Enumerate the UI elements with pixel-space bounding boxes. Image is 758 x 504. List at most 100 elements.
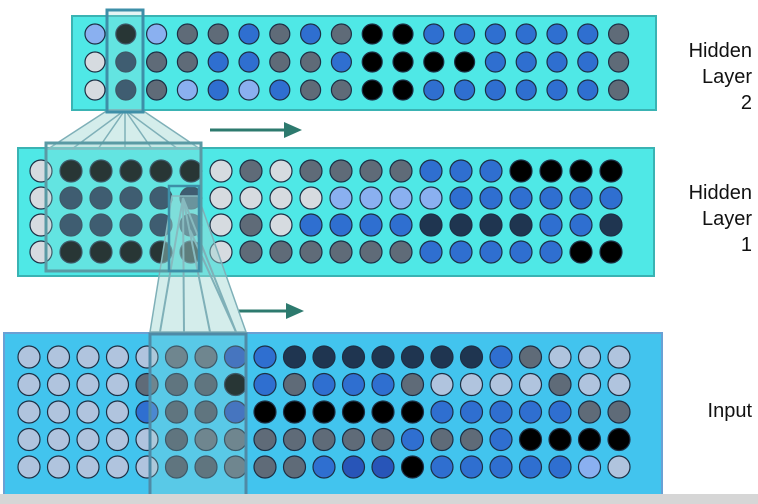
hidden1-neuron	[89, 213, 113, 237]
input-layer-label: Input	[708, 398, 752, 424]
hidden1-neuron	[89, 186, 113, 210]
input-neuron	[577, 345, 602, 369]
input-neuron	[105, 427, 130, 452]
hidden2-neuron	[84, 51, 106, 73]
input-neuron	[430, 455, 454, 479]
input-neuron	[548, 427, 572, 452]
input-neuron	[253, 400, 277, 424]
hidden1-neuron	[269, 213, 293, 237]
hidden1-neuron	[59, 240, 83, 264]
hidden1-neuron	[269, 159, 293, 183]
hidden1-neuron	[419, 186, 443, 210]
hidden-layer-2-label: Hidden Layer 2	[689, 38, 752, 116]
hidden2-neuron	[207, 51, 229, 73]
input-neuron	[459, 345, 484, 369]
input-neuron	[312, 372, 336, 397]
hidden2-neuron	[115, 51, 137, 73]
input-neuron	[577, 427, 602, 452]
input-neuron	[282, 400, 307, 424]
input-neuron	[76, 455, 100, 479]
input-neuron	[607, 427, 631, 452]
hidden1-neuron	[329, 186, 353, 210]
input-neuron	[371, 345, 395, 369]
hidden1-neuron	[599, 213, 623, 237]
input-neuron	[253, 345, 277, 369]
receptive-field-lines-lower	[159, 197, 237, 333]
hidden2-neuron	[300, 79, 322, 101]
hidden1-neuron	[239, 186, 263, 210]
input-neuron	[194, 345, 218, 369]
hidden1-neuron	[599, 186, 623, 210]
hidden1-neuron	[329, 213, 353, 237]
input-neuron	[282, 345, 307, 369]
hidden2-neuron	[176, 23, 198, 45]
input-layer-neurons	[17, 345, 631, 479]
hidden1-neuron	[359, 240, 383, 264]
hidden2-neuron	[207, 23, 229, 45]
input-layer-window-frame	[148, 332, 248, 501]
hidden2-neuron	[515, 51, 537, 73]
input-neuron	[459, 455, 484, 479]
input-neuron	[371, 455, 395, 479]
hidden2-neuron	[330, 79, 352, 101]
hidden2-neuron	[577, 23, 599, 45]
hidden2-neuron	[577, 51, 599, 73]
input-neuron	[164, 372, 189, 397]
hidden1-neuron	[569, 213, 593, 237]
hidden2-neuron	[361, 23, 383, 45]
input-neuron	[341, 400, 366, 424]
input-neuron	[577, 455, 602, 479]
hidden1-neuron	[419, 159, 443, 183]
hidden1-neuron	[599, 159, 623, 183]
hidden1-neuron	[539, 213, 563, 237]
hidden1-neuron	[209, 186, 233, 210]
input-neuron	[105, 372, 130, 397]
input-neuron	[489, 427, 513, 452]
input-neuron	[430, 400, 454, 424]
input-neuron	[607, 372, 631, 397]
input-neuron	[518, 372, 543, 397]
hidden2-neuron	[607, 23, 630, 45]
input-neuron	[17, 427, 41, 452]
hidden2-neuron	[269, 23, 291, 45]
hidden2-neuron	[115, 79, 137, 101]
hidden2-neuron	[515, 23, 537, 45]
hidden2-neuron	[115, 23, 137, 45]
input-neuron	[105, 455, 130, 479]
hidden1-neuron	[419, 240, 443, 264]
hidden1-neuron	[389, 213, 413, 237]
input-neuron	[194, 372, 218, 397]
input-neuron	[341, 372, 366, 397]
hidden2-neuron	[176, 51, 198, 73]
hidden1-neuron	[569, 186, 593, 210]
input-neuron	[76, 345, 100, 369]
input-neuron	[46, 427, 71, 452]
input-neuron	[253, 372, 277, 397]
input-neuron	[518, 345, 543, 369]
hidden1-neuron	[359, 213, 383, 237]
hidden2-neuron	[546, 79, 568, 101]
hidden1-neuron	[449, 186, 473, 210]
hidden2-neuron	[238, 51, 260, 73]
input-neuron	[194, 455, 218, 479]
hidden2-neuron	[454, 23, 476, 45]
input-neuron	[312, 427, 336, 452]
input-neuron	[135, 400, 159, 424]
hidden1-neuron	[119, 213, 143, 237]
hidden-layer-1-label-line-1: Hidden	[688, 182, 752, 204]
input-neuron	[282, 372, 307, 397]
hidden1-neuron	[209, 213, 233, 237]
hidden1-neuron	[389, 240, 413, 264]
hidden-layer-1-label-line-3: 1	[740, 234, 752, 256]
input-neuron	[577, 400, 602, 424]
hidden2-neuron	[577, 79, 599, 101]
hidden1-neuron	[209, 159, 233, 183]
hidden1-neuron	[509, 240, 533, 264]
hidden2-neuron	[484, 79, 506, 101]
input-neuron	[282, 427, 307, 452]
hidden1-neuron	[59, 159, 83, 183]
input-neuron	[253, 427, 277, 452]
hidden1-neuron	[149, 159, 173, 183]
input-neuron	[489, 345, 513, 369]
